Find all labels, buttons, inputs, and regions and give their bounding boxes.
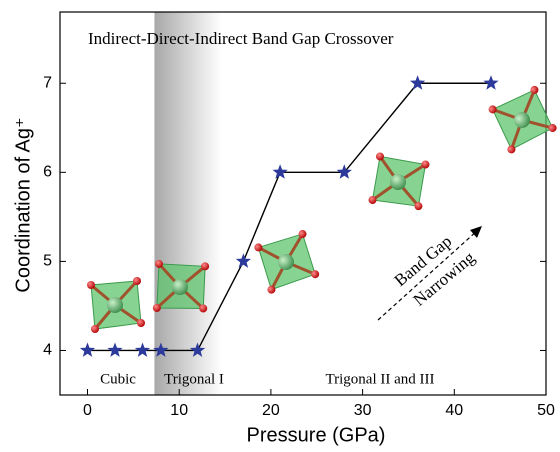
star-marker [272, 164, 288, 179]
x-tick-label: 50 [537, 402, 555, 419]
annotation: Trigonal I [164, 371, 224, 387]
star-marker [107, 342, 123, 357]
series-line [87, 82, 491, 352]
star-marker [336, 164, 352, 179]
star-marker [79, 342, 96, 357]
star-marker [235, 253, 251, 268]
y-tick-label: 4 [43, 342, 52, 359]
x-tick-label: 30 [354, 402, 372, 419]
structure-icon [251, 226, 323, 297]
arrow-head [470, 226, 482, 238]
star-marker [189, 342, 206, 357]
structure-icon [362, 146, 436, 219]
annotation: Trigonal II and III [325, 371, 434, 387]
structure-icon [484, 81, 560, 158]
x-tick-label: 20 [262, 402, 280, 419]
y-tick-label: 5 [43, 253, 52, 270]
y-tick-label: 6 [43, 164, 52, 181]
arrow [377, 229, 479, 321]
x-axis-label: Pressure (GPa) [247, 424, 386, 446]
star-marker [483, 75, 499, 90]
x-tick-label: 40 [445, 402, 463, 419]
star-marker [410, 75, 426, 90]
x-tick-label: 0 [83, 402, 92, 419]
chart-title: Indirect-Direct-Indirect Band Gap Crosso… [88, 29, 394, 48]
shaded-region [154, 12, 222, 395]
star-marker [134, 342, 151, 357]
annotation: Cubic [100, 371, 136, 387]
x-tick-label: 10 [170, 402, 188, 419]
structure-icon [85, 275, 147, 335]
plot-frame [59, 11, 547, 396]
y-axis-label: Coordination of Ag⁺ [12, 117, 34, 292]
star-marker [153, 342, 169, 357]
y-tick-label: 7 [43, 74, 52, 91]
